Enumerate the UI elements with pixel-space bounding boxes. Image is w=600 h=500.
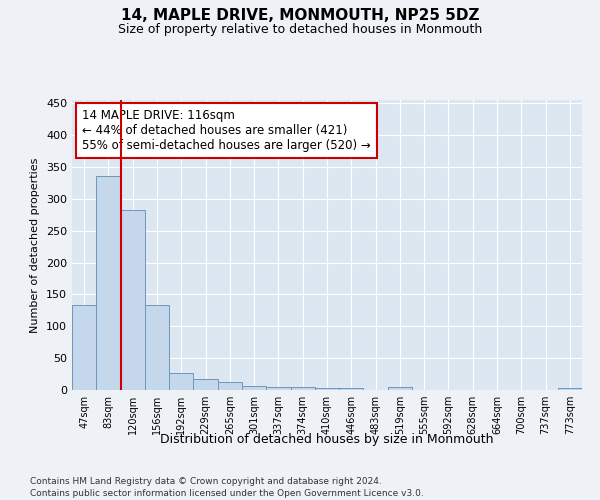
Text: Contains HM Land Registry data © Crown copyright and database right 2024.: Contains HM Land Registry data © Crown c… <box>30 478 382 486</box>
Bar <box>290 388 315 390</box>
Bar <box>242 386 266 390</box>
Text: 14 MAPLE DRIVE: 116sqm
← 44% of detached houses are smaller (421)
55% of semi-de: 14 MAPLE DRIVE: 116sqm ← 44% of detached… <box>82 108 371 152</box>
Bar <box>266 387 290 390</box>
Text: Distribution of detached houses by size in Monmouth: Distribution of detached houses by size … <box>160 432 494 446</box>
Bar <box>145 304 169 390</box>
Bar <box>558 388 582 390</box>
Bar <box>315 388 339 390</box>
Bar <box>388 388 412 390</box>
Bar <box>218 382 242 390</box>
Bar <box>193 379 218 390</box>
Bar <box>339 388 364 390</box>
Bar <box>169 373 193 390</box>
Text: Size of property relative to detached houses in Monmouth: Size of property relative to detached ho… <box>118 22 482 36</box>
Text: Contains public sector information licensed under the Open Government Licence v3: Contains public sector information licen… <box>30 489 424 498</box>
Y-axis label: Number of detached properties: Number of detached properties <box>31 158 40 332</box>
Bar <box>96 176 121 390</box>
Bar <box>121 210 145 390</box>
Bar <box>72 304 96 390</box>
Text: 14, MAPLE DRIVE, MONMOUTH, NP25 5DZ: 14, MAPLE DRIVE, MONMOUTH, NP25 5DZ <box>121 8 479 22</box>
